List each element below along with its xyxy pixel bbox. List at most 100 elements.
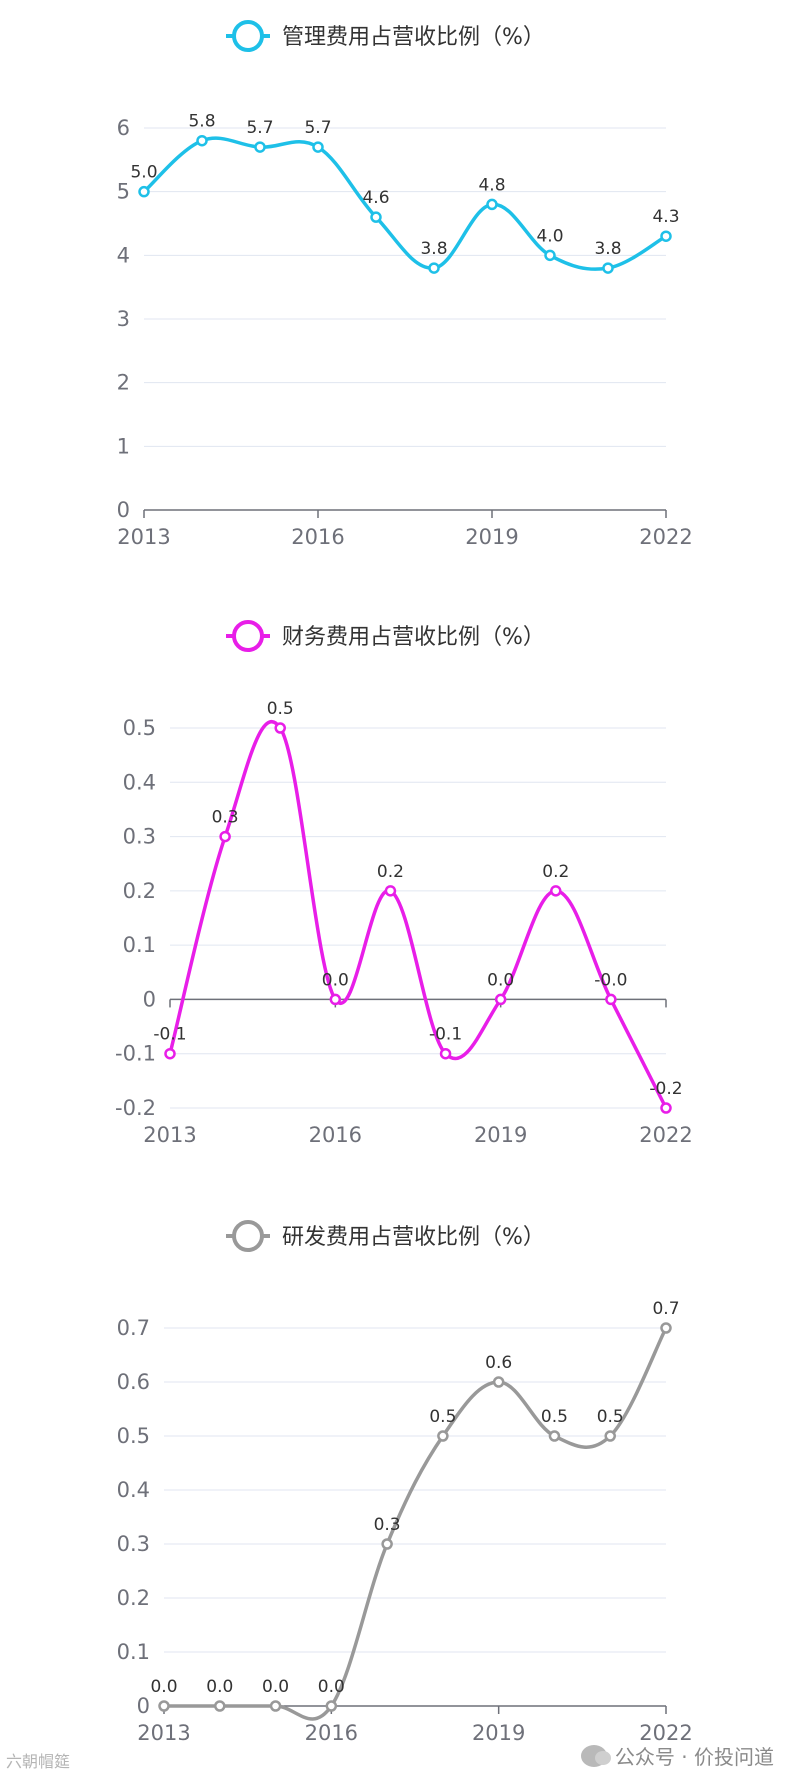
x-tick-label-management: 2016 bbox=[291, 525, 344, 549]
x-tick-label-management: 2022 bbox=[639, 525, 692, 549]
data-label-rnd: 0.5 bbox=[429, 1407, 456, 1427]
data-point-rnd bbox=[492, 1376, 505, 1388]
data-label-finance: 0.2 bbox=[377, 862, 404, 882]
data-point-finance bbox=[660, 1102, 672, 1114]
y-tick-label-finance: 0.4 bbox=[123, 770, 156, 794]
data-label-rnd: 0.5 bbox=[597, 1407, 624, 1427]
data-label-management: 3.8 bbox=[594, 239, 621, 259]
data-label-rnd: 0.5 bbox=[541, 1407, 568, 1427]
y-tick-label-management: 0 bbox=[117, 498, 130, 522]
data-point-management bbox=[428, 262, 440, 274]
data-point-rnd bbox=[269, 1700, 282, 1712]
y-tick-label-management: 2 bbox=[117, 371, 130, 395]
y-tick-label-finance: 0.2 bbox=[123, 879, 156, 903]
x-tick-label-rnd: 2016 bbox=[305, 1721, 358, 1745]
x-tick-label-finance: 2016 bbox=[309, 1123, 362, 1147]
x-tick-label-rnd: 2019 bbox=[472, 1721, 525, 1745]
x-tick-label-finance: 2013 bbox=[143, 1123, 196, 1147]
y-tick-label-management: 5 bbox=[117, 180, 130, 204]
data-point-finance bbox=[329, 993, 342, 1006]
x-tick-label-finance: 2022 bbox=[639, 1123, 692, 1147]
watermark-left-text: 六朝帽筵 bbox=[6, 1752, 71, 1771]
watermark: 公众号 · 价投问道 bbox=[580, 1741, 774, 1770]
chart-title-finance: 财务费用占营收比例（%） bbox=[282, 625, 545, 650]
data-point-rnd bbox=[325, 1700, 338, 1712]
series-line-finance bbox=[168, 719, 668, 1109]
chart-panel-management: 管理费用占营收比例（%） 0 1 2 3 4 5 6 2013 2016 2019 2022 5.0 5.… bbox=[0, 0, 792, 592]
series-line-management bbox=[142, 136, 667, 271]
watermark-text: 公众号 · 价投问道 bbox=[614, 1745, 774, 1769]
data-label-management: 4.0 bbox=[536, 226, 563, 246]
y-tick-label-rnd: 0.5 bbox=[117, 1424, 150, 1448]
legend-management: 管理费用占营收比例（%） bbox=[226, 20, 545, 52]
y-tick-label-management: 6 bbox=[117, 116, 130, 140]
data-point-finance bbox=[164, 1047, 176, 1060]
chart-title-rnd: 研发费用占营收比例（%） bbox=[282, 1225, 545, 1250]
chart-panel-rnd: 研发费用占营收比例（%） 0 0.1 0.2 0.3 0.4 0.5 0.6 0.7 2013 20… bbox=[0, 1192, 792, 1784]
data-point-management bbox=[312, 141, 324, 153]
legend-finance: 财务费用占营收比例（%） bbox=[226, 620, 545, 652]
data-point-rnd bbox=[437, 1430, 449, 1442]
data-label-management: 4.3 bbox=[652, 207, 679, 227]
data-point-finance bbox=[219, 830, 231, 843]
legend-marker-finance bbox=[232, 620, 264, 652]
legend-rnd: 研发费用占营收比例（%） bbox=[226, 1220, 545, 1252]
y-tick-label-rnd: 0.2 bbox=[117, 1586, 150, 1610]
x-tick-label-rnd: 2013 bbox=[137, 1721, 190, 1745]
data-point-rnd bbox=[604, 1430, 616, 1442]
y-tick-label-finance: 0.5 bbox=[123, 716, 156, 740]
data-point-management bbox=[602, 262, 614, 274]
y-tick-label-finance: -0.1 bbox=[115, 1042, 156, 1066]
data-point-rnd bbox=[214, 1700, 226, 1712]
y-tick-label-finance: 0 bbox=[143, 987, 156, 1011]
data-label-rnd: 0.7 bbox=[652, 1299, 679, 1319]
data-label-finance: 0.2 bbox=[542, 862, 569, 882]
y-tick-label-finance: 0.1 bbox=[123, 933, 156, 957]
series-line-rnd bbox=[163, 1327, 668, 1721]
data-label-finance: 0.5 bbox=[267, 699, 294, 719]
data-label-management: 5.7 bbox=[304, 118, 331, 138]
data-label-management: 5.7 bbox=[246, 118, 273, 138]
data-point-finance bbox=[605, 993, 617, 1006]
data-point-rnd bbox=[660, 1322, 672, 1334]
data-point-management bbox=[254, 141, 266, 153]
chart-svg-finance: 财务费用占营收比例（%） -0.2 -0.1 0 0.1 0.2 0.3 0.4 0.5 2013… bbox=[115, 620, 693, 1147]
data-label-finance: -0.0 bbox=[594, 970, 627, 990]
y-tick-label-rnd: 0.3 bbox=[117, 1532, 150, 1556]
data-label-management: 5.8 bbox=[188, 112, 215, 132]
data-point-management bbox=[544, 249, 556, 262]
data-label-management: 4.8 bbox=[478, 175, 505, 195]
x-tick-label-rnd: 2022 bbox=[639, 1721, 692, 1745]
y-tick-label-rnd: 0.7 bbox=[117, 1316, 150, 1340]
data-label-rnd: 0.3 bbox=[374, 1515, 401, 1535]
data-point-finance bbox=[274, 722, 286, 734]
data-label-management: 4.6 bbox=[362, 188, 389, 208]
y-tick-label-management: 4 bbox=[117, 243, 130, 267]
data-label-management: 3.8 bbox=[420, 239, 447, 259]
data-point-management bbox=[196, 134, 208, 147]
x-tick-label-finance: 2019 bbox=[474, 1123, 527, 1147]
chart-panel-finance: 财务费用占营收比例（%） -0.2 -0.1 0 0.1 0.2 0.3 0.4 0.5 2013… bbox=[0, 596, 792, 1188]
data-label-finance: -0.1 bbox=[153, 1025, 186, 1045]
chart-svg-management: 管理费用占营收比例（%） 0 1 2 3 4 5 6 2013 2016 2019 2022 5.0 5.… bbox=[117, 20, 693, 549]
x-tick-label-management: 2013 bbox=[117, 525, 170, 549]
data-point-finance bbox=[494, 993, 507, 1006]
data-point-rnd bbox=[548, 1430, 561, 1442]
x-tick-label-management: 2019 bbox=[465, 525, 518, 549]
data-label-rnd: 0.6 bbox=[485, 1353, 512, 1373]
data-point-management bbox=[138, 185, 150, 198]
data-point-finance bbox=[384, 885, 397, 897]
y-tick-label-management: 3 bbox=[117, 307, 130, 331]
data-label-finance: -0.1 bbox=[429, 1025, 462, 1045]
y-tick-label-rnd: 0.6 bbox=[117, 1370, 150, 1394]
y-tick-label-management: 1 bbox=[117, 434, 130, 458]
data-label-rnd: 0.0 bbox=[318, 1677, 345, 1697]
data-label-finance: 0.3 bbox=[212, 808, 239, 828]
data-label-finance: -0.2 bbox=[649, 1079, 682, 1099]
data-label-finance: 0.0 bbox=[487, 970, 514, 990]
data-point-rnd bbox=[381, 1538, 393, 1550]
wechat-icon bbox=[580, 1744, 611, 1767]
y-tick-label-rnd: 0 bbox=[137, 1694, 150, 1718]
data-label-management: 5.0 bbox=[130, 163, 157, 183]
data-label-finance: 0.0 bbox=[322, 970, 349, 990]
